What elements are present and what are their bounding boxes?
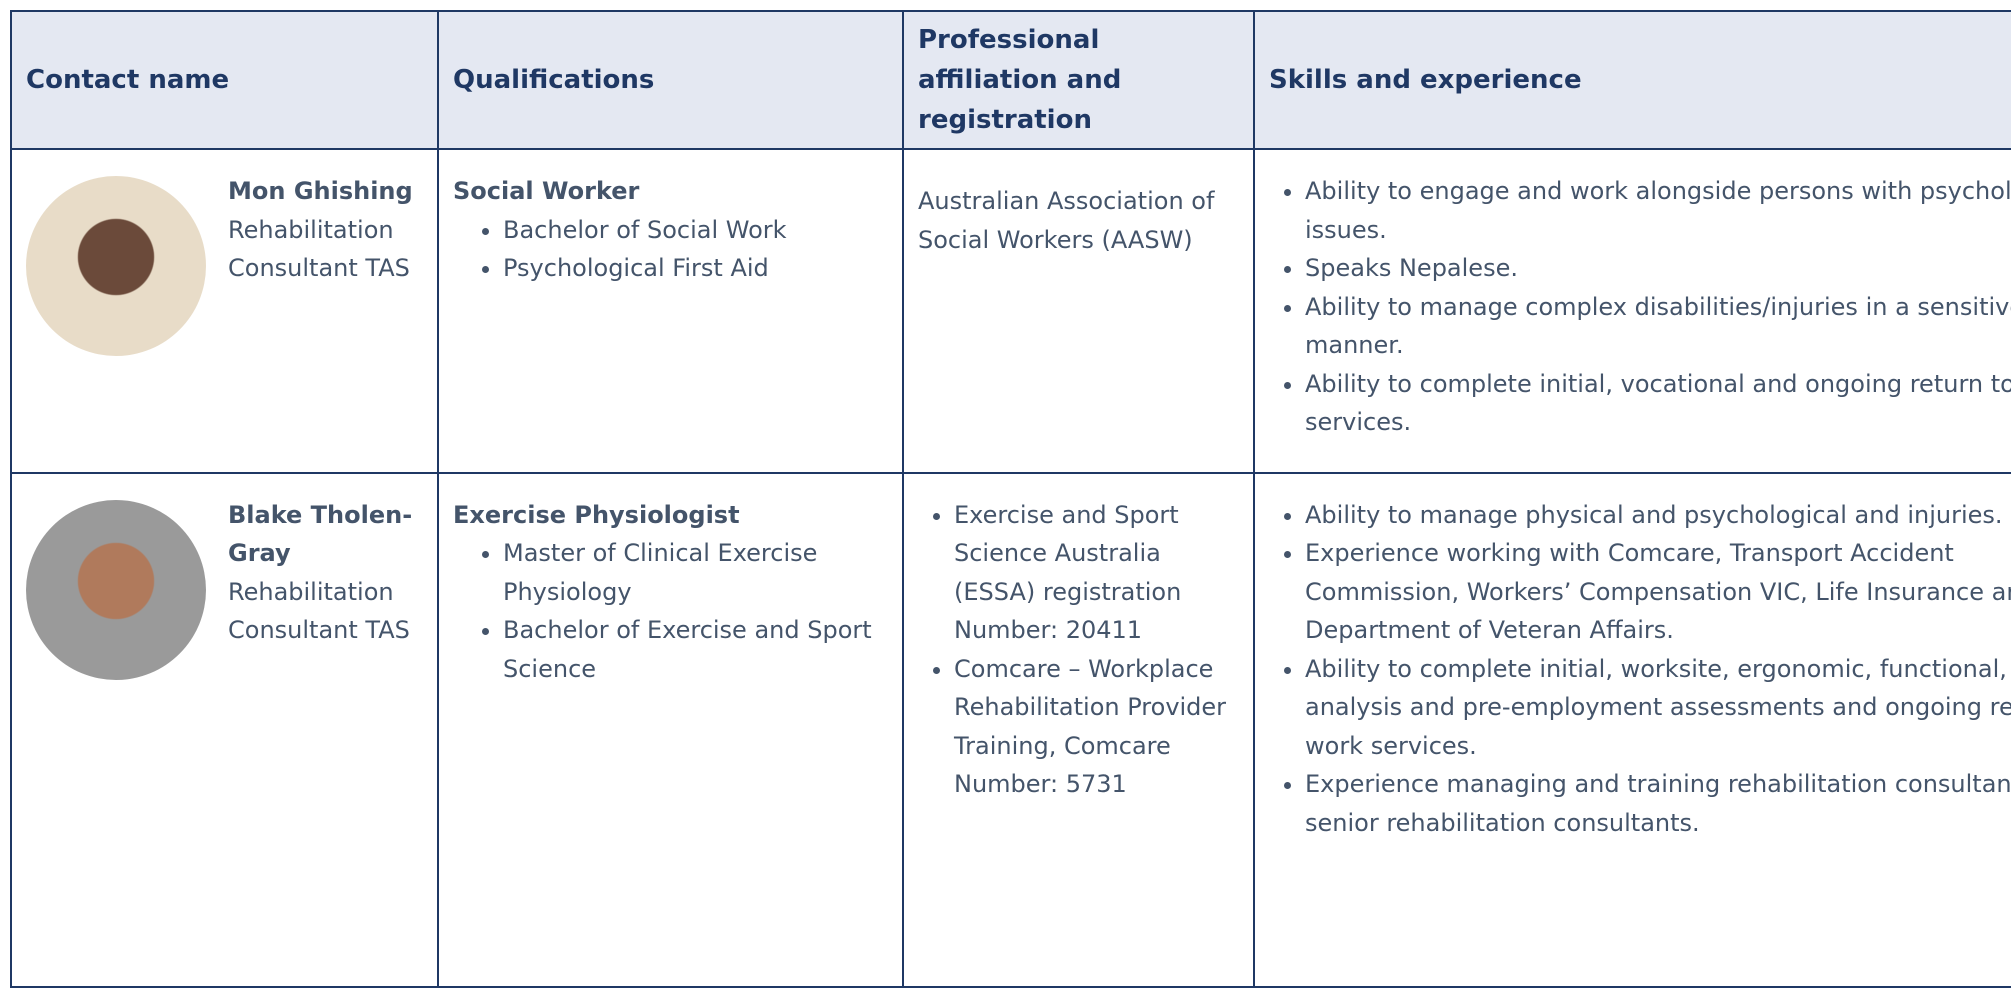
header-row: Contact name Qualifications Professional a… <box>10 10 2011 150</box>
contact-text: Mon Ghishing Rehabilitation Consultant TA… <box>228 172 423 356</box>
contact-role: Rehabilitation Consultant TAS <box>228 577 410 645</box>
contact: Blake Tholen-Gray Rehabilitation Consulta… <box>26 496 423 680</box>
list-item: Experience managing and training rehabil… <box>1305 765 2011 842</box>
bullet-list: Ability to manage physical and psycholog… <box>1255 496 2011 843</box>
list-item: Speaks Nepalese. <box>1305 249 2011 288</box>
list-item: Ability to manage complex disabilities/i… <box>1305 288 2011 365</box>
affiliation: Australian Association of Social Workers… <box>918 187 1215 254</box>
bullet-list: Master of Clinical Exercise PhysiologyBa… <box>453 534 888 688</box>
column-header: Qualifications <box>437 10 904 150</box>
contacts-table: Contact name Qualifications Professional a… <box>10 10 2011 988</box>
contact-name: Blake Tholen-Gray <box>228 500 413 568</box>
affiliation-cell: Exercise and Sport Science Australia (ES… <box>902 471 1255 988</box>
list-item: Ability to complete initial, worksite, e… <box>1305 650 2011 766</box>
list-item: Exercise and Sport Science Australia (ES… <box>954 496 1239 650</box>
contact-name: Mon Ghishing <box>228 177 413 205</box>
list-item: Ability to engage and work alongside per… <box>1305 172 2011 249</box>
table-wrapper: Contact name Qualifications Professional a… <box>10 10 2011 988</box>
list-item: Ability to manage physical and psycholog… <box>1305 496 2011 535</box>
contact-cell: Blake Tholen-Gray Rehabilitation Consulta… <box>10 471 439 988</box>
bullet-list: Bachelor of Social WorkPsychological Fir… <box>453 211 888 288</box>
skills-cell: Ability to engage and work alongside per… <box>1253 148 2011 474</box>
qualification-title: Social Worker <box>453 177 640 205</box>
skills-cell: Ability to manage physical and psycholog… <box>1253 471 2011 988</box>
list-item: Comcare – Workplace Rehabilitation Provi… <box>954 650 1239 804</box>
page: Contact name Qualifications Professional a… <box>0 0 2011 895</box>
column-header: Professional affiliation and registratio… <box>902 10 1255 150</box>
list-item: Psychological First Aid <box>503 249 888 288</box>
list-item: Ability to complete initial, vocational … <box>1305 365 2011 442</box>
list-item: Bachelor of Exercise and Sport Science <box>503 611 888 688</box>
table-row: Mon Ghishing Rehabilitation Consultant TA… <box>10 148 2011 474</box>
contact-role: Rehabilitation Consultant TAS <box>228 215 410 283</box>
contact: Mon Ghishing Rehabilitation Consultant TA… <box>26 172 423 356</box>
contact-text: Blake Tholen-Gray Rehabilitation Consulta… <box>228 496 423 680</box>
qualifications-cell: Social Worker Bachelor of Social WorkPsyc… <box>437 148 904 474</box>
column-header: Contact name <box>10 10 439 150</box>
list-item: Bachelor of Social Work <box>503 211 888 250</box>
bullet-list: Exercise and Sport Science Australia (ES… <box>904 496 1239 804</box>
photo <box>26 499 206 680</box>
table-body: Mon Ghishing Rehabilitation Consultant TA… <box>10 148 2011 988</box>
photo <box>26 176 206 356</box>
table-row: Blake Tholen-Gray Rehabilitation Consulta… <box>10 471 2011 988</box>
bullet-list: Ability to engage and work alongside per… <box>1255 172 2011 442</box>
contact-cell: Mon Ghishing Rehabilitation Consultant TA… <box>10 148 439 474</box>
column-header: Skills and experience <box>1253 10 2011 150</box>
qualifications-cell: Exercise Physiologist Master of Clinical … <box>437 471 904 988</box>
affiliation-cell: Australian Association of Social Workers… <box>902 148 1255 474</box>
list-item: Experience working with Comcare, Transpo… <box>1305 534 2011 650</box>
qualification-title: Exercise Physiologist <box>453 500 740 529</box>
list-item: Master of Clinical Exercise Physiology <box>503 534 888 611</box>
